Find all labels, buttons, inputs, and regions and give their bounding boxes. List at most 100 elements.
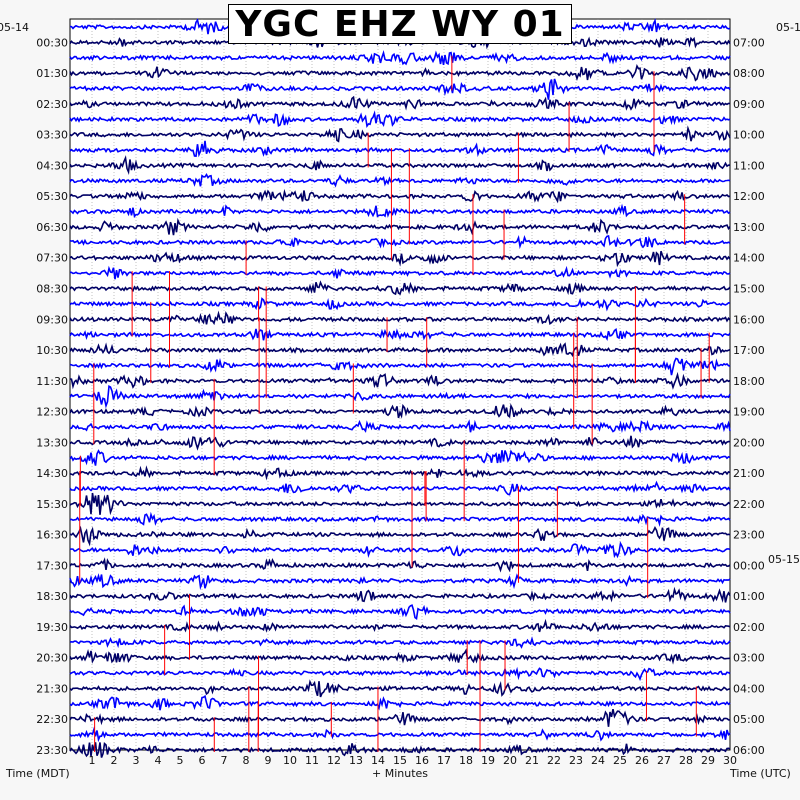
x-tick-label: 22 — [547, 754, 561, 767]
seismic-trace — [69, 541, 731, 559]
right-time-label: 11:00 — [733, 159, 765, 172]
left-time-label: 14:30 — [36, 467, 68, 480]
right-time-label: 09:00 — [733, 98, 765, 111]
seismic-trace — [69, 173, 731, 188]
x-tick-label: 18 — [459, 754, 473, 767]
seismic-trace — [69, 666, 731, 682]
seismic-trace — [69, 50, 731, 66]
left-time-label: 08:30 — [36, 283, 68, 296]
date-right-top: 05-14 — [776, 21, 800, 34]
left-time-label: 15:30 — [36, 498, 68, 511]
seismic-trace — [69, 78, 731, 100]
seismic-traces — [69, 18, 731, 758]
seismic-trace — [69, 604, 731, 621]
seismic-trace — [69, 385, 731, 409]
seismic-trace — [69, 742, 731, 758]
x-axis-label: + Minutes — [372, 767, 428, 780]
seismic-trace — [69, 342, 731, 358]
seismic-trace — [69, 449, 731, 466]
seismic-trace — [69, 280, 731, 296]
date-right-midnight: 05-15 — [768, 553, 800, 566]
right-time-label: 18:00 — [733, 375, 765, 388]
seismic-trace — [69, 203, 731, 219]
right-time-label: 17:00 — [733, 344, 765, 357]
right-time-label: 14:00 — [733, 252, 765, 265]
x-tick-label: 4 — [155, 754, 162, 767]
left-time-label: 17:30 — [36, 559, 68, 572]
x-tick-label: 15 — [393, 754, 407, 767]
seismic-trace — [69, 217, 731, 236]
seismic-trace — [69, 525, 731, 547]
seismic-trace — [69, 480, 731, 496]
x-tick-label: 26 — [635, 754, 649, 767]
x-tick-label: 3 — [133, 754, 140, 767]
left-time-label: 20:30 — [36, 652, 68, 665]
x-tick-label: 17 — [437, 754, 451, 767]
seismic-trace — [69, 250, 731, 268]
right-time-label: 05:00 — [733, 713, 765, 726]
x-tick-label: 9 — [265, 754, 272, 767]
seismic-trace — [69, 357, 731, 376]
seismic-trace — [69, 557, 731, 573]
x-tick-label: 6 — [199, 754, 206, 767]
y-axis-right-label: Time (UTC) — [729, 767, 791, 780]
x-tick-label: 5 — [177, 754, 184, 767]
left-time-label: 10:30 — [36, 344, 68, 357]
x-tick-label: 23 — [569, 754, 583, 767]
x-tick-label: 7 — [221, 754, 228, 767]
left-time-label: 22:30 — [36, 713, 68, 726]
right-time-label: 13:00 — [733, 221, 765, 234]
right-time-label: 03:00 — [733, 652, 765, 665]
x-tick-label: 12 — [327, 754, 341, 767]
x-tick-labels: 1 2 3 4 5 6 7 8 9 10 11 12 13 14 15 16 17 18 19 20 21 22 23 24 2… — [89, 754, 738, 767]
right-time-label: 19:00 — [733, 406, 765, 419]
seismic-trace — [69, 573, 731, 591]
seismic-trace — [69, 328, 731, 341]
seismic-trace — [69, 465, 731, 481]
seismic-trace — [69, 636, 731, 649]
left-time-label: 03:30 — [36, 129, 68, 142]
left-time-label: 19:30 — [36, 621, 68, 634]
right-time-label: 23:00 — [733, 529, 765, 542]
right-time-label: 04:00 — [733, 682, 765, 695]
left-time-label: 09:30 — [36, 313, 68, 326]
left-time-label: 07:30 — [36, 252, 68, 265]
x-tick-label: 27 — [657, 754, 671, 767]
right-time-label: 08:00 — [733, 67, 765, 80]
left-time-label: 21:30 — [36, 682, 68, 695]
y-axis-left-label: Time (MDT) — [5, 767, 70, 780]
seismic-trace — [69, 188, 731, 204]
right-time-label: 07:00 — [733, 36, 765, 49]
left-time-label: 13:30 — [36, 436, 68, 449]
right-time-label: 21:00 — [733, 467, 765, 480]
seismic-trace — [69, 155, 731, 175]
right-time-label: 12:00 — [733, 190, 765, 203]
x-tick-label: 21 — [525, 754, 539, 767]
seismic-trace — [69, 64, 731, 82]
x-tick-label: 16 — [415, 754, 429, 767]
right-time-label: 10:00 — [733, 129, 765, 142]
date-left-top: 05-14 — [0, 21, 29, 34]
seismic-trace — [69, 435, 730, 451]
left-time-label: 02:30 — [36, 98, 68, 111]
seismic-trace — [69, 492, 731, 516]
x-tick-label: 1 — [89, 754, 96, 767]
right-time-label: 02:00 — [733, 621, 765, 634]
x-tick-label: 13 — [349, 754, 363, 767]
seismic-trace — [69, 265, 731, 280]
left-time-label: 06:30 — [36, 221, 68, 234]
seismic-trace — [69, 310, 731, 326]
seismic-trace — [69, 648, 731, 665]
left-time-label: 04:30 — [36, 159, 68, 172]
x-tick-label: 11 — [305, 754, 319, 767]
left-time-label: 12:30 — [36, 406, 68, 419]
seismic-trace — [69, 694, 731, 711]
x-tick-label: 29 — [701, 754, 715, 767]
right-time-labels: 07:00 08:00 09:00 10:00 11:00 12:00 13:00 14:00… — [733, 36, 765, 757]
x-tick-label: 19 — [481, 754, 495, 767]
x-tick-label: 2 — [111, 754, 118, 767]
x-tick-label: 30 — [723, 754, 737, 767]
left-time-label: 18:30 — [36, 590, 68, 603]
seismic-trace — [69, 95, 731, 111]
x-tick-label: 28 — [679, 754, 693, 767]
